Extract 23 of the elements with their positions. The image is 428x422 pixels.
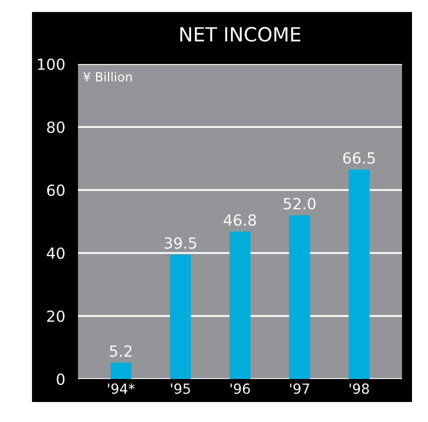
y-tick-label: 0 — [56, 373, 64, 386]
x-tick-label: '97 — [290, 383, 310, 394]
bar — [348, 170, 370, 379]
y-tick-label: 60 — [47, 184, 64, 196]
y-tick-label: 20 — [47, 310, 64, 322]
y-axis-title: ¥ Billion — [83, 72, 132, 82]
x-tick-label: '94* — [108, 383, 135, 394]
bar — [170, 254, 191, 379]
x-tick-label: '96 — [230, 383, 250, 394]
x-tick-label: '98 — [350, 383, 369, 394]
data-label: 5.2 — [110, 345, 132, 357]
x-tick-label: '95 — [171, 383, 190, 394]
y-tick-label: 80 — [47, 121, 64, 134]
data-label: 66.5 — [343, 152, 375, 164]
bar — [110, 362, 132, 379]
y-tick-label: 40 — [46, 247, 64, 260]
data-label: 46.8 — [224, 214, 256, 226]
y-tick-label: 100 — [38, 58, 64, 70]
chart-title: NET INCOME — [180, 26, 300, 42]
bar — [289, 215, 310, 379]
bar — [230, 232, 250, 379]
data-label: 52.0 — [284, 198, 316, 210]
data-label: 39.5 — [164, 237, 196, 249]
